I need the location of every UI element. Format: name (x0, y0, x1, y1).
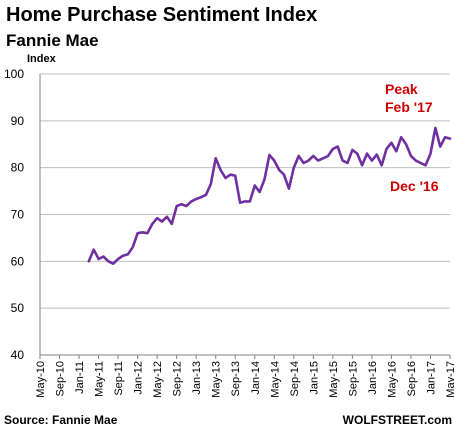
x-axis-ticks: May-10 Sep-10 Jan-11 May-11 Sep-11 Jan-12 May-… (35, 355, 454, 398)
y-tick-label: 60 (11, 254, 25, 268)
x-tick-label: Jan-15 (308, 361, 320, 395)
y-tick-label: 90 (11, 114, 25, 128)
x-tick-label: Sep-16 (406, 361, 418, 396)
source-label: Source: Fannie Mae (4, 413, 118, 427)
brand-label: WOLFSTREET.com (343, 413, 452, 427)
x-tick-label: May-12 (152, 361, 164, 398)
x-tick-label: Sep-12 (172, 361, 184, 396)
dec-annotation: Dec '16 (390, 178, 439, 194)
chart-subtitle: Fannie Mae (6, 31, 99, 50)
chart-title: Home Purchase Sentiment Index (6, 4, 317, 26)
x-tick-label: Sep-13 (230, 361, 242, 396)
peak-annotation-line2: Feb '17 (385, 99, 433, 115)
x-tick-label: Sep-10 (55, 361, 67, 396)
x-tick-label: May-11 (94, 361, 106, 397)
x-tick-label: May-14 (269, 361, 281, 398)
x-tick-label: Jan-16 (367, 361, 379, 395)
x-tick-label: Jan-13 (191, 361, 203, 395)
x-tick-label: May-13 (211, 361, 223, 398)
x-tick-label: May-17 (445, 361, 454, 398)
x-tick-label: May-15 (328, 361, 340, 398)
y-tick-label: 70 (11, 208, 25, 222)
x-tick-label: May-16 (386, 361, 398, 398)
peak-annotation-line1: Peak (385, 81, 418, 97)
y-tick-label: 50 (11, 301, 25, 315)
grid (39, 73, 450, 356)
x-tick-label: May-10 (35, 361, 47, 398)
y-axis-label: Index (27, 53, 57, 65)
x-tick-label: Jan-14 (250, 361, 262, 395)
y-tick-label: 40 (11, 348, 25, 362)
y-axis-ticks: 40 50 60 70 80 90 100 (4, 67, 24, 362)
x-tick-label: Jan-17 (425, 361, 437, 395)
x-tick-label: Jan-12 (133, 361, 145, 395)
x-tick-label: Sep-14 (289, 361, 301, 396)
y-tick-label: 80 (11, 161, 25, 175)
series (87, 126, 452, 266)
peak-annotation: Peak Feb '17 (385, 81, 433, 115)
y-tick-label: 100 (4, 67, 24, 81)
series-line-0 (87, 126, 452, 266)
x-tick-label: Sep-15 (347, 361, 359, 396)
x-tick-label: Jan-11 (74, 361, 86, 394)
x-tick-label: Sep-11 (113, 361, 125, 396)
